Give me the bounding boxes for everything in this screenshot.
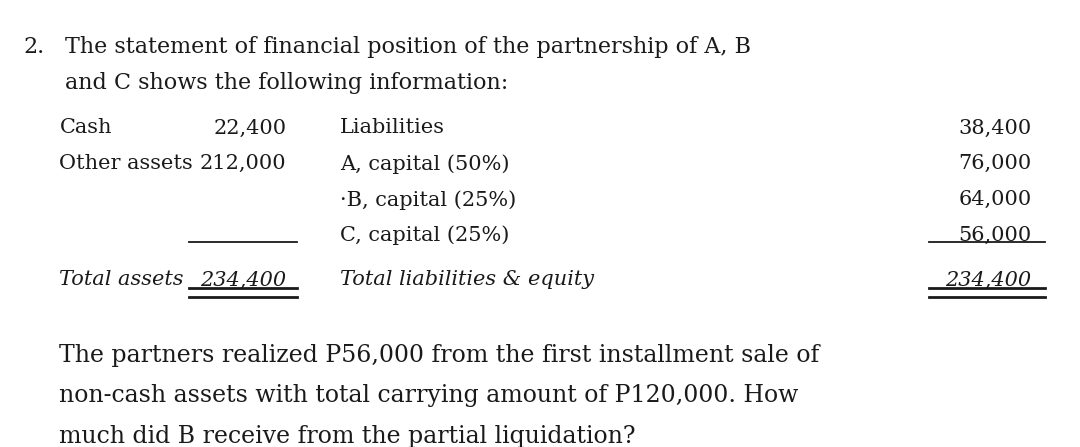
Text: 2.: 2. <box>24 36 45 58</box>
Text: 64,000: 64,000 <box>958 190 1031 209</box>
Text: 76,000: 76,000 <box>958 154 1031 173</box>
Text: Total liabilities & equity: Total liabilities & equity <box>340 270 594 290</box>
Text: The statement of financial position of the partnership of A, B: The statement of financial position of t… <box>65 36 751 58</box>
Text: and C shows the following information:: and C shows the following information: <box>65 72 508 93</box>
Text: C, capital (25%): C, capital (25%) <box>340 226 510 245</box>
Text: Cash: Cash <box>59 118 112 138</box>
Text: 212,000: 212,000 <box>200 154 286 173</box>
Text: 234,400: 234,400 <box>945 270 1031 290</box>
Text: Total assets: Total assets <box>59 270 184 290</box>
Text: non-cash assets with total carrying amount of P120,000. How: non-cash assets with total carrying amou… <box>59 384 799 407</box>
Text: much did B receive from the partial liquidation?: much did B receive from the partial liqu… <box>59 425 636 447</box>
Text: ·B, capital (25%): ·B, capital (25%) <box>340 190 516 210</box>
Text: 38,400: 38,400 <box>958 118 1031 138</box>
Text: Other assets: Other assets <box>59 154 193 173</box>
Text: 234,400: 234,400 <box>200 270 286 290</box>
Text: 56,000: 56,000 <box>958 226 1031 245</box>
Text: A, capital (50%): A, capital (50%) <box>340 154 510 174</box>
Text: The partners realized P56,000 from the first installment sale of: The partners realized P56,000 from the f… <box>59 344 820 367</box>
Text: 22,400: 22,400 <box>213 118 286 138</box>
Text: Liabilities: Liabilities <box>340 118 445 138</box>
